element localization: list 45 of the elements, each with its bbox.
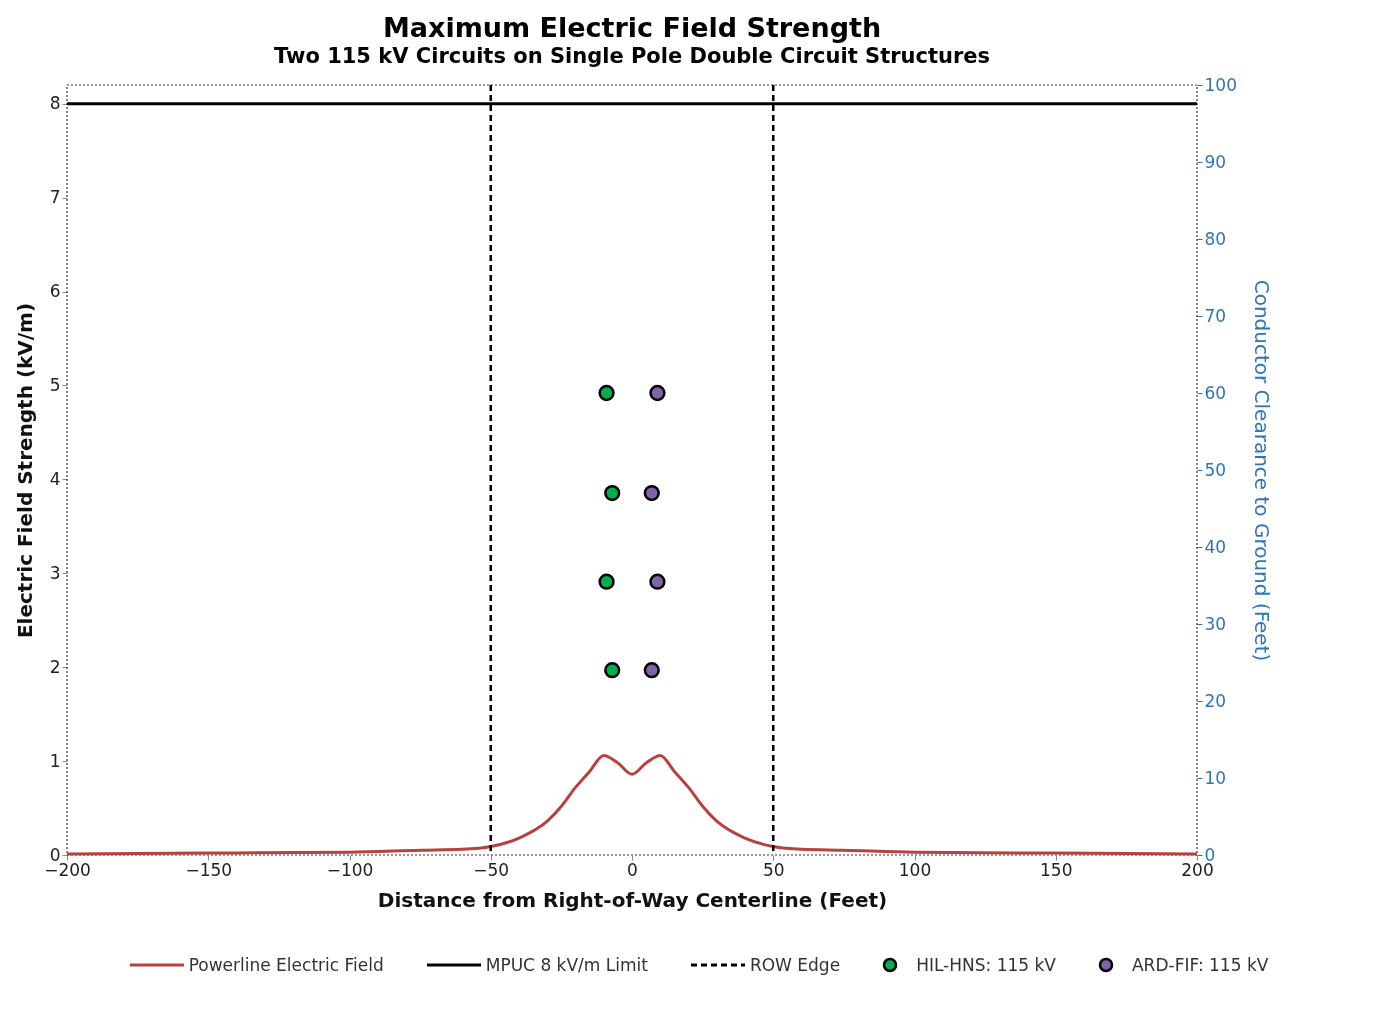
point xyxy=(649,384,666,402)
x-tick-label: 50 xyxy=(762,859,785,880)
legend-label: HIL-HNS: 115 kV xyxy=(916,955,1056,975)
y-tick-label: 1 xyxy=(49,750,61,771)
x-tick-label: 100 xyxy=(898,859,932,880)
point xyxy=(649,573,666,590)
y-tick-label: 2 xyxy=(49,656,61,677)
y2-tick-label: 20 xyxy=(1204,690,1227,711)
y-tick-label: 8 xyxy=(49,93,61,114)
legend-label: Powerline Electric Field xyxy=(188,955,384,975)
y-tick-label: 5 xyxy=(49,374,61,395)
y-axis-title: Electric Field Strength (kV/m) xyxy=(12,302,37,639)
x-tick-label: 150 xyxy=(1040,859,1073,880)
x-tick-label: −100 xyxy=(326,859,374,880)
legend-label: MPUC 8 kV/m Limit xyxy=(485,955,648,975)
y2-tick-label: 90 xyxy=(1204,151,1227,172)
x-tick-label: −50 xyxy=(473,859,510,880)
line-series xyxy=(65,753,1199,856)
point xyxy=(643,484,660,502)
legend-label: ROW Edge xyxy=(749,955,841,975)
y-tick-label: 0 xyxy=(49,844,61,865)
y2-tick-label: 50 xyxy=(1204,459,1227,480)
y-tick-label: 7 xyxy=(49,187,61,208)
point xyxy=(598,573,615,590)
point xyxy=(604,484,621,502)
y2-axis-title: Conductor Clearance to Ground (Feet) xyxy=(1249,279,1274,662)
point xyxy=(604,662,621,679)
y-tick-label: 6 xyxy=(49,281,61,302)
point xyxy=(598,384,615,402)
y2-tick-label: 60 xyxy=(1204,382,1227,403)
x-axis-title: Distance from Right-of-Way Centerline (Feet) xyxy=(377,887,888,912)
x-tick-label: 0 xyxy=(627,859,638,880)
y2-tick-label: 80 xyxy=(1204,228,1227,249)
legend-label: ARD-FIF: 115 kV xyxy=(1131,955,1269,975)
point xyxy=(643,662,660,679)
y2-tick-label: 40 xyxy=(1204,536,1227,557)
x-tick-label: −150 xyxy=(185,859,233,880)
y2-tick-label: 10 xyxy=(1204,767,1227,788)
y2-tick-label: 30 xyxy=(1204,613,1227,634)
y2-tick-label: 100 xyxy=(1204,74,1237,95)
chart-title: Maximum Electric Field Strength xyxy=(382,12,882,43)
y-tick-label: 3 xyxy=(49,562,61,583)
y-tick-label: 4 xyxy=(49,468,61,489)
chart-subtitle: Two 115 kV Circuits on Single Pole Double Circuit Structures xyxy=(273,44,991,68)
y2-tick-label: 70 xyxy=(1204,305,1227,326)
